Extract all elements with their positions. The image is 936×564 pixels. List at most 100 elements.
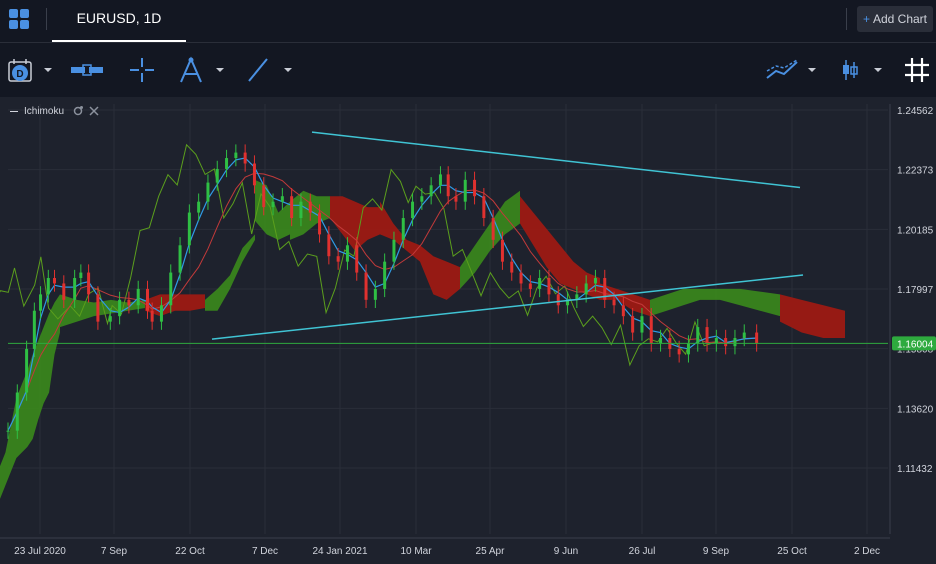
close-icon[interactable] <box>88 105 100 117</box>
candle-body <box>79 272 83 279</box>
candle-body <box>696 327 700 344</box>
ichimoku-cloud-segment <box>460 190 520 289</box>
candle-body <box>53 278 56 284</box>
candle-body <box>482 196 486 219</box>
indicator-legend: Ichimoku <box>10 104 104 118</box>
price-chart[interactable]: 1.245621.223731.201851.179971.158081.136… <box>0 98 936 564</box>
candle-body <box>290 196 294 219</box>
x-tick-label: 10 Mar <box>400 546 432 557</box>
candle-body <box>603 278 607 300</box>
settings-icon[interactable] <box>72 105 84 117</box>
candle-body <box>649 316 653 344</box>
candle-body <box>383 261 387 289</box>
add-chart-button[interactable]: + Add Chart <box>857 6 933 32</box>
candle-body <box>724 337 728 347</box>
candle-body <box>584 283 588 295</box>
candle-body <box>6 430 10 432</box>
candle-body <box>473 179 477 197</box>
y-tick-label: 1.20185 <box>897 225 934 236</box>
divider <box>846 8 847 30</box>
current-price-badge <box>892 336 936 351</box>
candle-body <box>187 212 191 246</box>
candle-body <box>243 152 247 164</box>
candle-body <box>714 337 718 344</box>
kijun-sen-line <box>7 172 757 431</box>
x-tick-label: 7 Dec <box>252 546 278 557</box>
candle-body <box>159 305 163 322</box>
indicator-name: Ichimoku <box>24 105 65 117</box>
top-bar: EURUSD, 1D + Add Chart <box>0 0 936 43</box>
trend-line-dropdown-caret[interactable] <box>284 68 292 72</box>
indicator-dropdown-caret[interactable] <box>808 68 816 72</box>
ichimoku-cloud-segment <box>60 294 145 328</box>
candle-body <box>87 272 91 295</box>
candle-body <box>318 212 322 235</box>
candle-body <box>46 278 50 295</box>
candle-body <box>528 283 532 289</box>
calendar-d-icon[interactable]: D <box>7 58 37 84</box>
x-tick-label: 24 Jan 2021 <box>312 546 367 557</box>
candle-body <box>392 239 396 262</box>
x-tick-label: 9 Jun <box>554 546 578 557</box>
candle-body <box>566 299 570 306</box>
candle-body <box>73 278 77 300</box>
candle-body <box>755 332 759 344</box>
chart-area[interactable] <box>0 98 936 564</box>
grid-icon[interactable] <box>904 57 930 83</box>
candlestick-icon[interactable] <box>842 58 858 82</box>
candle-body <box>146 288 149 311</box>
divider <box>46 8 47 30</box>
plus-icon: + <box>862 12 870 26</box>
candle-body <box>280 196 284 202</box>
candle-body <box>299 201 303 219</box>
candle-body <box>169 272 173 306</box>
calendar-dropdown-caret[interactable] <box>44 68 52 72</box>
candle-body <box>500 239 504 262</box>
candle-body <box>252 163 256 186</box>
candle-body <box>742 332 746 338</box>
ichimoku-cloud-segment <box>520 196 600 300</box>
svg-text:D: D <box>16 69 23 80</box>
candle-body <box>593 278 597 284</box>
candle-body <box>108 316 112 322</box>
ichimoku-cloud-segment <box>330 196 380 251</box>
candle-body <box>197 201 201 213</box>
range-bar-icon[interactable] <box>71 63 103 77</box>
candle-body <box>686 343 690 355</box>
add-chart-label: Add Chart <box>872 12 928 26</box>
candle-body <box>178 245 182 273</box>
candlestick-dropdown-caret[interactable] <box>874 68 882 72</box>
chikou-span-line <box>0 143 717 367</box>
layout-grid-icon[interactable] <box>8 8 30 30</box>
y-tick-label: 1.22373 <box>897 166 934 177</box>
x-tick-label: 25 Apr <box>476 546 506 557</box>
trendline[interactable] <box>211 274 804 340</box>
legend-collapse-icon[interactable] <box>10 110 18 112</box>
tab-eurusd[interactable]: EURUSD, 1D <box>52 0 186 42</box>
fibonacci-dropdown-caret[interactable] <box>216 68 224 72</box>
crosshair-icon[interactable] <box>129 57 155 83</box>
drawing-toolbar: D <box>0 43 936 97</box>
candle-body <box>271 201 275 208</box>
candle-body <box>429 185 433 197</box>
candle-body <box>510 261 514 273</box>
candle-body <box>327 234 331 257</box>
candle-body <box>575 294 579 300</box>
indicator-icon[interactable] <box>766 58 798 82</box>
candle-body <box>373 288 377 300</box>
candle-body <box>336 256 340 262</box>
tenkan-sen-line <box>7 157 757 431</box>
candle-body <box>234 152 238 159</box>
trendline[interactable] <box>311 131 801 189</box>
candle-body <box>25 348 29 393</box>
candle-body <box>127 299 131 306</box>
y-tick-label: 1.17997 <box>897 285 934 296</box>
candle-body <box>355 245 359 273</box>
candle-body <box>612 299 616 306</box>
current-price-label: 1.16004 <box>897 339 934 350</box>
y-tick-label: 1.24562 <box>897 106 934 117</box>
x-tick-label: 7 Sep <box>101 546 128 557</box>
fibonacci-icon[interactable] <box>177 56 205 84</box>
trend-line-icon[interactable] <box>246 57 270 83</box>
candle-body <box>96 294 100 322</box>
